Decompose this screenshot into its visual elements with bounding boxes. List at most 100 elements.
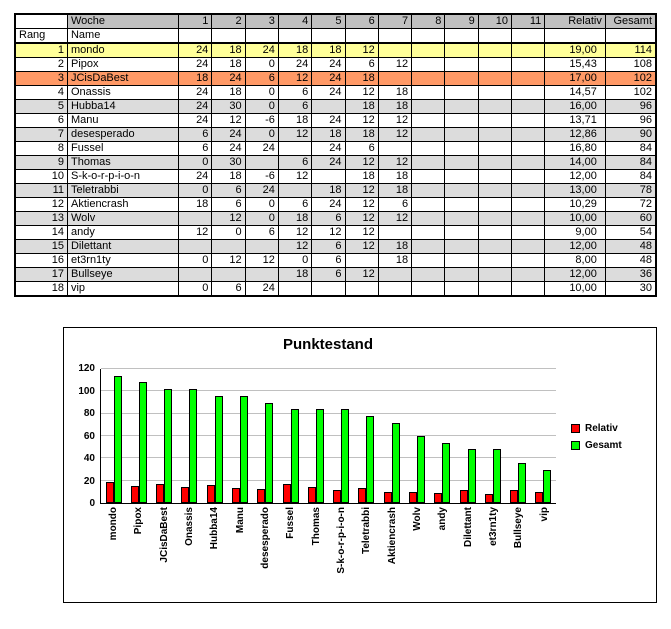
gesamt-cell: 84 (604, 141, 657, 156)
week-value-cell (444, 253, 479, 268)
bar-gesamt (315, 409, 324, 503)
x-category-label-text: JCisDaBest (158, 507, 170, 563)
week-value-cell (444, 141, 479, 156)
gesamt-cell: 36 (604, 267, 657, 282)
week-value-cell (477, 57, 512, 72)
week-value-cell: 12 (344, 267, 379, 282)
week-value-cell: 18 (211, 57, 246, 72)
empty-header-cell (604, 28, 657, 44)
week-value-cell (211, 239, 246, 254)
gridline (101, 435, 556, 436)
ranking-table: Woche 1 2 3 4 5 6 7 8 9 10 11 Relativ Gesamt Rang Name … (14, 13, 657, 297)
week-value-cell: 12 (277, 239, 313, 254)
week-value-cell: 18 (178, 197, 213, 212)
x-category-label-text: Teletrabbi (361, 507, 373, 555)
week-value-cell (510, 141, 546, 156)
rank-cell: 11 (14, 183, 68, 198)
week-value-cell: 12 (377, 113, 413, 128)
week-value-cell: 0 (178, 155, 213, 170)
week-value-cell (444, 99, 479, 114)
table-row: 16 et3rn1ty 0 12 12 0 6 18 8,00 48 (14, 253, 657, 268)
rank-cell: 7 (14, 127, 68, 142)
x-category-label-text: Fussel (285, 507, 297, 539)
rank-cell: 4 (14, 85, 68, 100)
x-category-label-text: desesperado (260, 507, 272, 569)
week-value-cell (510, 225, 546, 240)
name-cell: Pipox (66, 57, 180, 72)
name-cell: Hubba14 (66, 99, 180, 114)
table-row: 4 Onassis 24 18 0 6 24 12 18 14,57 102 (14, 85, 657, 100)
bar-relativ (156, 484, 165, 503)
bar-relativ (510, 489, 519, 503)
week-value-cell (411, 42, 446, 58)
x-category-label-text: Bullseye (513, 507, 525, 549)
relativ-cell: 12,00 (544, 267, 606, 282)
x-category-label: S-k-o-r-p-i-o-n (329, 504, 354, 599)
x-category-label-text: S-k-o-r-p-i-o-n (336, 507, 348, 574)
week-value-cell: 0 (178, 183, 213, 198)
week-number-header: 1 (178, 13, 213, 29)
week-value-cell (377, 267, 413, 282)
relativ-cell: 15,43 (544, 57, 606, 72)
week-value-cell (244, 239, 279, 254)
week-value-cell (377, 141, 413, 156)
empty-header-cell (477, 28, 512, 44)
x-labels-row: mondo Pipox JCisDaBest Onassis Hubba14 Manu de… (64, 504, 557, 599)
x-category-label: Thomas (304, 504, 329, 599)
bar-relativ (130, 485, 139, 503)
week-value-cell: 24 (311, 155, 346, 170)
empty-header-cell (178, 28, 213, 44)
relativ-header: Relativ (544, 13, 606, 29)
week-value-cell: 12 (344, 85, 379, 100)
chart-legend: Relativ Gesamt (557, 369, 622, 504)
x-category-label-text: andy (437, 507, 449, 531)
bar-group (379, 369, 404, 503)
x-category-label: et3rn1ty (481, 504, 506, 599)
table-row: 17 Bullseye 18 6 12 12,00 36 (14, 267, 657, 282)
week-value-cell: 18 (277, 267, 313, 282)
gesamt-cell: 102 (604, 71, 657, 86)
ranking-table-head: Woche 1 2 3 4 5 6 7 8 9 10 11 Relativ Gesamt Rang Name (14, 13, 657, 44)
bar-gesamt (518, 462, 527, 503)
table-row: 8 Fussel 6 24 24 24 6 16,80 84 (14, 141, 657, 156)
rank-cell: 12 (14, 197, 68, 212)
week-number-header: 6 (344, 13, 379, 29)
week-value-cell: 18 (178, 71, 213, 86)
week-value-cell: 12 (178, 225, 213, 240)
gesamt-cell: 96 (604, 99, 657, 114)
week-value-cell (178, 267, 213, 282)
week-value-cell: 12 (344, 211, 379, 226)
week-number-header: 11 (510, 13, 546, 29)
week-value-cell: 12 (277, 127, 313, 142)
x-axis-labels: mondo Pipox JCisDaBest Onassis Hubba14 Manu de… (101, 504, 557, 599)
empty-header-cell (277, 28, 313, 44)
week-value-cell: 12 (344, 239, 379, 254)
name-cell: mondo (66, 42, 180, 58)
week-value-cell (411, 57, 446, 72)
week-label-header: Woche (66, 13, 180, 29)
relativ-cell: 12,86 (544, 127, 606, 142)
bar-gesamt (240, 395, 249, 503)
week-value-cell: 0 (244, 211, 279, 226)
bar-group (253, 369, 278, 503)
week-value-cell: 0 (244, 57, 279, 72)
relativ-cell: 10,29 (544, 197, 606, 212)
week-value-cell (510, 281, 546, 297)
rank-cell: 6 (14, 113, 68, 128)
week-value-cell: 24 (311, 85, 346, 100)
bar-group (278, 369, 303, 503)
week-value-cell: 0 (277, 253, 313, 268)
week-value-cell: 24 (244, 281, 279, 297)
week-value-cell: 18 (377, 183, 413, 198)
y-tick-label: 60 (83, 430, 95, 442)
week-value-cell: 0 (244, 127, 279, 142)
rank-cell: 8 (14, 141, 68, 156)
table-row: 12 Aktiencrash 18 6 0 6 24 12 6 10,29 72 (14, 197, 657, 212)
x-category-label: andy (430, 504, 455, 599)
bar-gesamt (492, 449, 501, 503)
week-value-cell: 18 (377, 85, 413, 100)
week-value-cell: 12 (244, 253, 279, 268)
week-value-cell: 12 (277, 225, 313, 240)
week-value-cell (178, 239, 213, 254)
bar-group (177, 369, 202, 503)
